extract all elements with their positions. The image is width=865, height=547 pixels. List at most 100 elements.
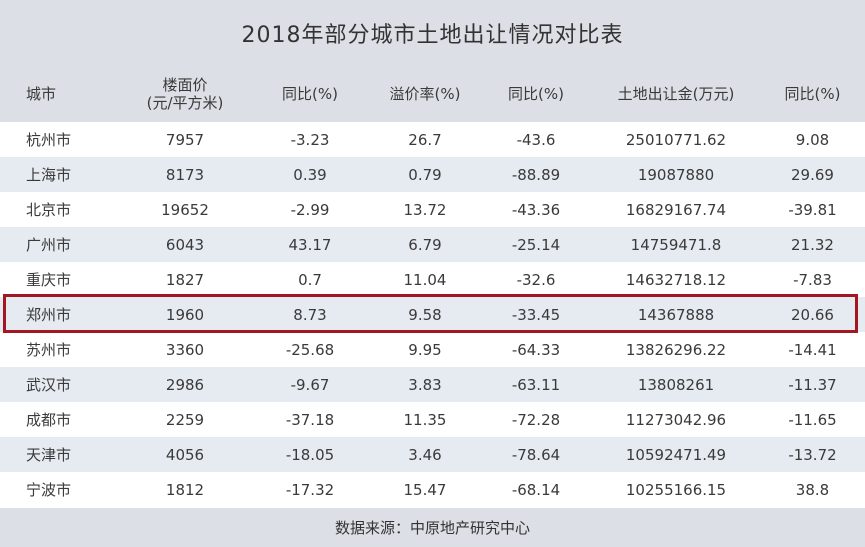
cell-floor-price: 1812 [165,480,205,499]
cell-city: 天津市 [26,445,72,464]
cell-yoy-1: -3.23 [290,130,330,149]
cell-floor-price: 8173 [165,165,205,184]
cell-yoy-2: -25.14 [511,235,561,254]
cell-floor-price: 1827 [165,270,205,289]
cell-yoy-3: 21.32 [791,235,834,254]
header-land-revenue: 土地出让金(万元) [617,85,735,103]
cell-yoy-2: -64.33 [511,340,561,359]
cell-yoy-3: 38.8 [795,480,830,499]
source-footer: 数据来源：中原地产研究中心 [0,508,865,547]
cell-premium-rate: 9.95 [408,340,442,359]
cell-yoy-1: -2.99 [290,200,330,219]
cell-yoy-3: 9.08 [795,130,830,149]
header-yoy-3: 同比(%) [784,85,841,103]
cell-land-revenue: 10255166.15 [625,480,727,499]
table-row: 重庆市 1827 0.7 11.04 -32.6 14632718.12 -7.83 [0,262,865,297]
cell-land-revenue: 25010771.62 [625,130,727,149]
table-row: 北京市 19652 -2.99 13.72 -43.36 16829167.74 -39.8… [0,192,865,227]
cell-yoy-3: 20.66 [791,305,834,324]
cell-yoy-1: 0.39 [293,165,327,184]
table-body: 杭州市 7957 -3.23 26.7 -43.6 25010771.62 9.08 上海市 8… [0,122,865,507]
cell-land-revenue: 14759471.8 [630,235,722,254]
header-floor-price-line1: 楼面价 [162,76,208,94]
table-title: 2018年部分城市土地出让情况对比表 [0,0,865,68]
cell-yoy-3: -13.72 [788,445,837,464]
cell-city: 上海市 [26,165,72,184]
cell-land-revenue: 16829167.74 [625,200,727,219]
cell-yoy-3: -7.83 [793,270,832,289]
cell-premium-rate: 26.7 [408,130,442,149]
cell-yoy-3: -14.41 [788,340,837,359]
cell-land-revenue: 13808261 [637,375,715,394]
cell-yoy-2: -43.36 [511,200,561,219]
table-row: 广州市 6043 43.17 6.79 -25.14 14759471.8 21.32 [0,227,865,262]
header-premium-rate: 溢价率(%) [389,85,461,103]
cell-city: 广州市 [26,235,72,254]
cell-yoy-3: -39.81 [788,200,837,219]
cell-premium-rate: 3.46 [408,445,442,464]
table-row: 杭州市 7957 -3.23 26.7 -43.6 25010771.62 9.08 [0,122,865,157]
cell-floor-price: 3360 [165,340,205,359]
cell-land-revenue: 19087880 [637,165,715,184]
header-yoy-1: 同比(%) [282,85,338,103]
cell-premium-rate: 6.79 [408,235,442,254]
cell-yoy-1: 8.73 [293,305,327,324]
cell-city: 宁波市 [26,480,72,499]
cell-floor-price: 19652 [161,200,209,219]
cell-premium-rate: 13.72 [403,200,447,219]
cell-yoy-2: -33.45 [511,305,561,324]
header-city: 城市 [26,85,57,103]
cell-yoy-2: -68.14 [511,480,561,499]
cell-premium-rate: 11.04 [403,270,447,289]
cell-yoy-1: -25.68 [285,340,335,359]
cell-land-revenue: 14367888 [637,305,715,324]
cell-city: 苏州市 [26,340,72,359]
cell-yoy-2: -63.11 [511,375,561,394]
header-yoy-2: 同比(%) [508,85,564,103]
cell-premium-rate: 11.35 [403,410,447,429]
header-floor-price: 楼面价 (元/平方米) [120,66,250,122]
cell-yoy-1: 0.7 [298,270,322,289]
cell-yoy-1: -17.32 [285,480,335,499]
cell-floor-price: 2259 [165,410,205,429]
table-row: 成都市 2259 -37.18 11.35 -72.28 11273042.96 -11.6… [0,402,865,437]
cell-floor-price: 2986 [165,375,205,394]
header-floor-price-line2: (元/平方米) [146,94,224,112]
cell-city: 成都市 [26,410,72,429]
cell-yoy-3: -11.37 [788,375,837,394]
cell-land-revenue: 14632718.12 [625,270,727,289]
cell-land-revenue: 10592471.49 [625,445,727,464]
cell-yoy-2: -78.64 [511,445,561,464]
cell-land-revenue: 11273042.96 [625,410,727,429]
table-row: 苏州市 3360 -25.68 9.95 -64.33 13826296.22 -14.41 [0,332,865,367]
cell-yoy-1: -9.67 [290,375,330,394]
cell-yoy-2: -72.28 [511,410,561,429]
cell-yoy-1: -37.18 [285,410,335,429]
cell-premium-rate: 9.58 [408,305,442,324]
cell-city: 武汉市 [26,375,72,394]
cell-floor-price: 4056 [165,445,205,464]
cell-yoy-2: -88.89 [511,165,561,184]
cell-yoy-2: -32.6 [516,270,556,289]
cell-premium-rate: 15.47 [403,480,447,499]
cell-premium-rate: 0.79 [408,165,442,184]
table-row: 上海市 8173 0.39 0.79 -88.89 19087880 29.69 [0,157,865,192]
cell-yoy-2: -43.6 [516,130,556,149]
cell-yoy-3: -11.65 [788,410,837,429]
cell-city: 杭州市 [26,130,72,149]
cell-city: 重庆市 [26,270,72,289]
table-row: 郑州市 1960 8.73 9.58 -33.45 14367888 20.66 [0,297,865,332]
cell-floor-price: 1960 [165,305,205,324]
cell-land-revenue: 13826296.22 [625,340,727,359]
table-row: 天津市 4056 -18.05 3.46 -78.64 10592471.49 -13.72 [0,437,865,472]
table-row: 武汉市 2986 -9.67 3.83 -63.11 13808261 -11.37 [0,367,865,402]
cell-yoy-3: 29.69 [791,165,834,184]
cell-floor-price: 7957 [165,130,205,149]
table-row: 宁波市 1812 -17.32 15.47 -68.14 10255166.15 38.8 [0,472,865,507]
cell-premium-rate: 3.83 [408,375,442,394]
cell-city: 北京市 [26,200,72,219]
cell-floor-price: 6043 [165,235,205,254]
cell-city: 郑州市 [26,305,72,324]
table-header-row: 城市 楼面价 (元/平方米) 同比(%) 溢价率(%) 同比(%) 土地出让金(… [0,66,865,125]
